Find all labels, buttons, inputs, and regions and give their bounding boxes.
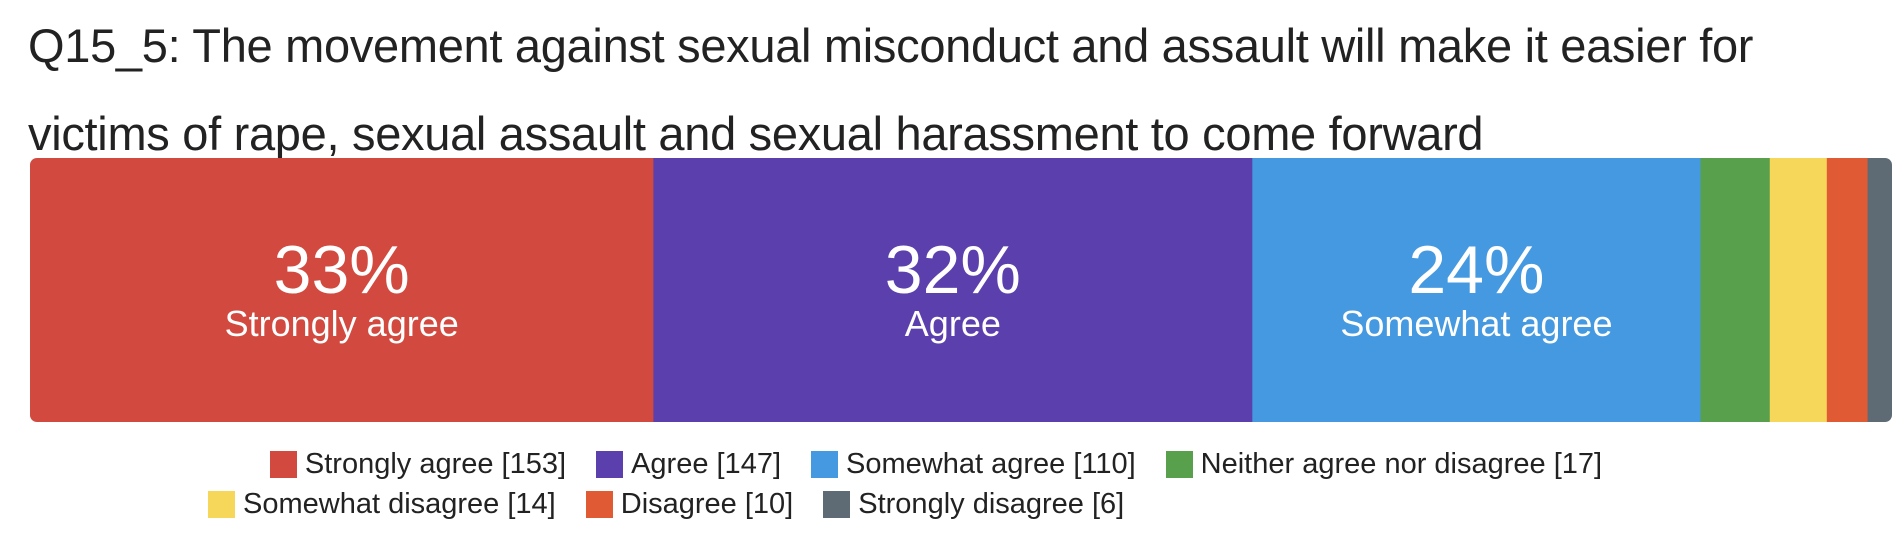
legend-row-1: Strongly agree [153] Agree [147] Somewhat … bbox=[0, 444, 1902, 484]
segment-percent-agree: 32% bbox=[885, 232, 1021, 308]
legend-item-somewhat-agree: Somewhat agree [110] bbox=[811, 448, 1136, 481]
bar-segment-disagree bbox=[1826, 158, 1869, 422]
legend-swatch bbox=[823, 490, 851, 518]
legend-label: Agree [147] bbox=[631, 447, 782, 480]
segment-percent-somewhat-agree: 24% bbox=[1408, 232, 1544, 308]
legend-row-2: Somewhat disagree [14] Disagree [10] Stron… bbox=[0, 484, 1902, 524]
legend-item-strongly-agree: Strongly agree [153] bbox=[269, 447, 567, 481]
legend-label: Disagree [10] bbox=[620, 487, 794, 520]
segment-labels: 33%Strongly agree 32%Agree 24%Somewhat agr… bbox=[225, 232, 1613, 344]
legend-label: Neither agree nor disagree [17] bbox=[1200, 447, 1603, 480]
legend-label: Somewhat agree [110] bbox=[846, 447, 1136, 480]
chart-title: Q15_5: The movement against sexual misco… bbox=[28, 19, 1754, 160]
bar-segments bbox=[30, 158, 1892, 422]
legend-swatch bbox=[1165, 450, 1193, 478]
legend-item-somewhat-disagree: Somewhat disagree [14] bbox=[208, 488, 556, 521]
legend-label: Strongly agree [153] bbox=[304, 447, 567, 480]
legend-swatch bbox=[596, 450, 624, 478]
legend-label: Somewhat disagree [14] bbox=[243, 487, 556, 520]
legend-item-neither-agree-nor-disagree: Neither agree nor disagree [17] bbox=[1165, 447, 1603, 481]
bar-segment-strongly-agree bbox=[30, 158, 654, 422]
legend-swatch bbox=[208, 490, 235, 518]
segment-percent-strongly-agree: 33% bbox=[274, 232, 410, 308]
bar-segment-neither-agree-nor-disagree bbox=[1700, 158, 1771, 422]
legend-swatch bbox=[585, 490, 613, 518]
legend-item-disagree: Disagree [10] bbox=[585, 487, 794, 521]
legend: Strongly agree [153] Agree [147] Somewhat … bbox=[0, 444, 1902, 524]
segment-label-strongly-agree: Strongly agree bbox=[225, 303, 459, 344]
legend-item-agree: Agree [147] bbox=[596, 448, 781, 481]
bar-segment-somewhat-agree bbox=[1252, 158, 1702, 422]
legend-swatch bbox=[811, 450, 839, 478]
bar-segment-somewhat-disagree bbox=[1769, 158, 1828, 422]
segment-label-agree: Agree bbox=[905, 303, 1001, 344]
bar-segment-agree bbox=[653, 158, 1253, 422]
segment-label-somewhat-agree: Somewhat agree bbox=[1340, 303, 1612, 344]
legend-item-strongly-disagree: Strongly disagree [6] bbox=[823, 488, 1124, 521]
legend-label: Strongly disagree [6] bbox=[858, 487, 1125, 520]
bar-segment-strongly-disagree bbox=[1867, 158, 1892, 422]
legend-swatch bbox=[269, 450, 297, 478]
